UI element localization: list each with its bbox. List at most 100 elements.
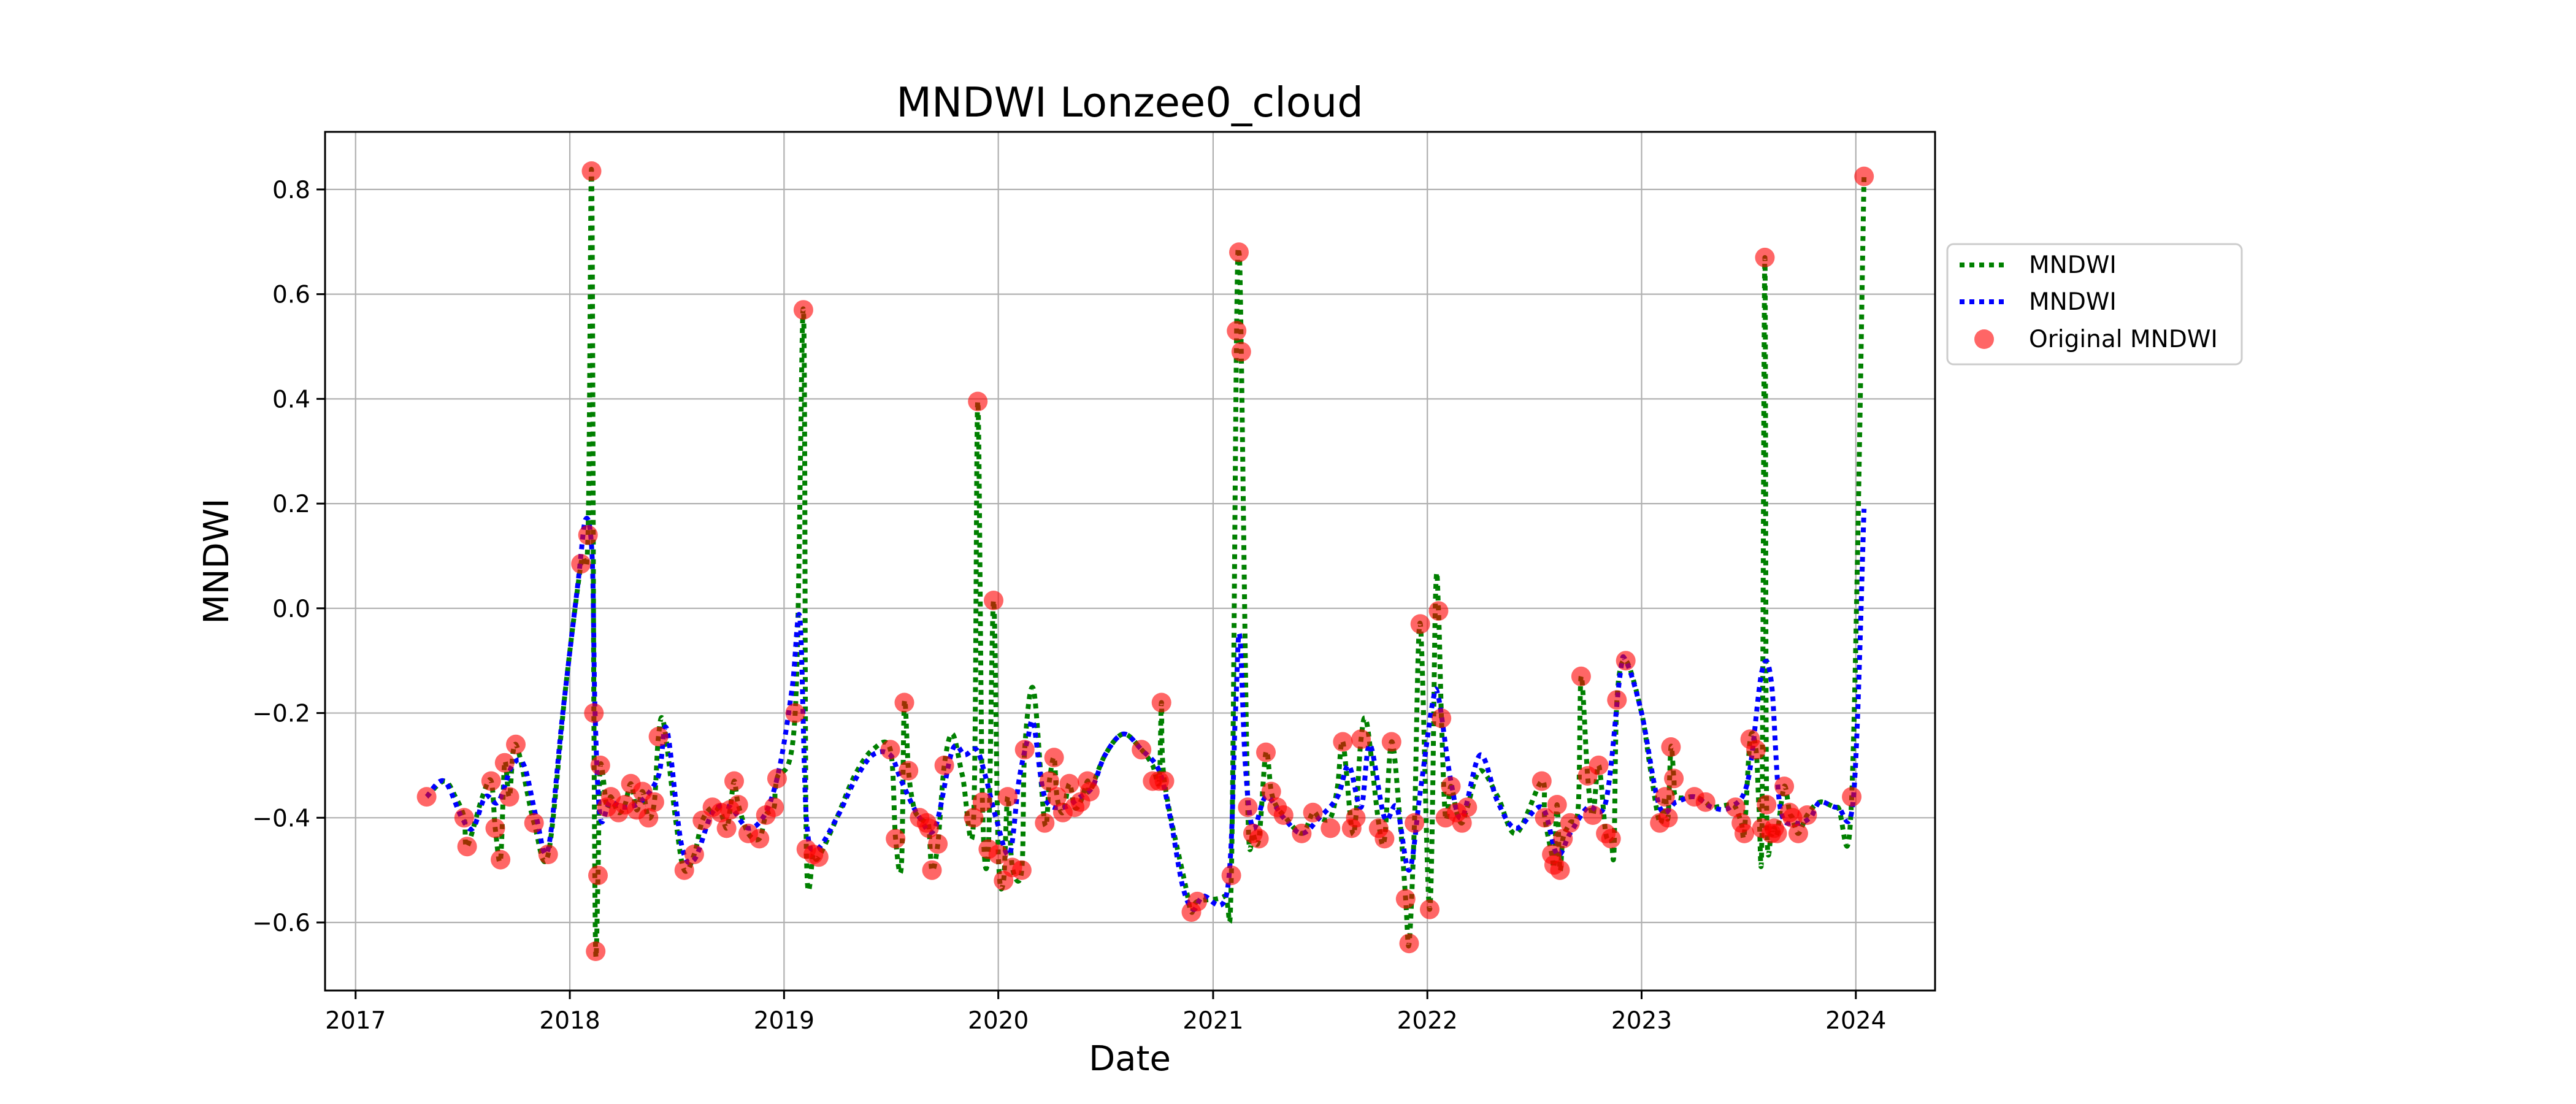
plot-area-frame bbox=[324, 131, 1936, 992]
original-mndwi-point bbox=[998, 787, 1018, 807]
original-mndwi-point bbox=[684, 845, 704, 864]
original-mndwi-point bbox=[1187, 891, 1208, 911]
x-tick-label: 2022 bbox=[1397, 1007, 1458, 1035]
original-mndwi-point bbox=[1044, 748, 1064, 768]
original-mndwi-point bbox=[1303, 802, 1323, 822]
original-mndwi-point bbox=[785, 703, 805, 723]
y-tick-label: −0.2 bbox=[252, 700, 310, 728]
original-mndwi-point bbox=[674, 860, 694, 880]
original-mndwi-point bbox=[793, 300, 813, 320]
original-mndwi-point bbox=[1151, 692, 1171, 713]
original-mndwi-point bbox=[1238, 797, 1258, 818]
original-mndwi-point bbox=[1227, 321, 1247, 341]
original-mndwi-point bbox=[1725, 797, 1746, 818]
original-mndwi-point bbox=[1664, 769, 1684, 789]
original-mndwi-point bbox=[1842, 787, 1862, 807]
original-mndwi-point bbox=[899, 761, 919, 781]
original-mndwi-point bbox=[1457, 797, 1478, 818]
original-mndwi-point bbox=[1410, 614, 1430, 634]
original-mndwi-point bbox=[1035, 813, 1055, 833]
y-tick-label: 0.8 bbox=[272, 177, 310, 204]
y-axis-label: MNDWI bbox=[197, 498, 237, 624]
original-mndwi-point bbox=[571, 554, 591, 574]
y-tick-label: −0.4 bbox=[252, 805, 310, 832]
x-tick-label: 2020 bbox=[968, 1007, 1029, 1035]
original-mndwi-point bbox=[1399, 933, 1419, 954]
original-mndwi-point bbox=[1607, 690, 1627, 710]
original-mndwi-point bbox=[1655, 787, 1675, 807]
original-mndwi-point bbox=[1452, 813, 1472, 833]
original-mndwi-point bbox=[481, 771, 501, 791]
original-mndwi-point bbox=[1231, 342, 1251, 362]
original-mndwi-point bbox=[1757, 795, 1777, 815]
original-mndwi-point bbox=[1774, 776, 1795, 797]
original-mndwi-point bbox=[764, 797, 784, 818]
original-mndwi-point bbox=[716, 818, 737, 838]
original-mndwi-point bbox=[1535, 808, 1555, 828]
original-mndwi-point bbox=[922, 860, 942, 880]
original-mndwi-point bbox=[1746, 740, 1766, 760]
original-mndwi-point bbox=[1583, 805, 1603, 825]
original-mndwi-point bbox=[1249, 829, 1269, 849]
axis-ticks: 2017 2018 2019 2020 2021 2022 2023 2024 −0.6 −0.4… bbox=[252, 177, 1886, 1035]
original-mndwi-point bbox=[886, 829, 906, 849]
original-mndwi-point bbox=[1441, 776, 1461, 797]
original-mndwi-point bbox=[934, 755, 954, 775]
original-mndwi-point bbox=[1292, 823, 1312, 843]
y-tick-label: 0.0 bbox=[272, 596, 310, 623]
original-mndwi-point bbox=[1321, 818, 1341, 838]
original-mndwi-point bbox=[1531, 771, 1552, 791]
original-mndwi-point bbox=[1333, 732, 1353, 752]
original-mndwi-point bbox=[499, 787, 519, 807]
data-points bbox=[416, 161, 1874, 961]
original-mndwi-point bbox=[491, 849, 511, 870]
original-mndwi-point bbox=[1788, 823, 1808, 843]
original-mndwi-point bbox=[416, 787, 437, 807]
original-mndwi-point bbox=[1571, 666, 1591, 686]
original-mndwi-point bbox=[919, 818, 939, 838]
original-mndwi-point bbox=[1374, 829, 1395, 849]
legend-swatch-original-points bbox=[1974, 329, 1994, 349]
y-tick-label: 0.4 bbox=[272, 386, 310, 413]
original-mndwi-point bbox=[524, 813, 544, 833]
original-mndwi-point bbox=[749, 829, 770, 849]
x-tick-label: 2024 bbox=[1825, 1007, 1886, 1035]
original-mndwi-point bbox=[1797, 805, 1817, 825]
original-mndwi-point bbox=[1346, 808, 1366, 828]
original-mndwi-point bbox=[1661, 737, 1681, 757]
legend: MNDWI MNDWI Original MNDWI bbox=[1946, 243, 2243, 366]
original-mndwi-point bbox=[1601, 829, 1621, 849]
x-tick-label: 2017 bbox=[325, 1007, 386, 1035]
original-mndwi-point bbox=[1589, 755, 1609, 775]
original-mndwi-point bbox=[984, 591, 1003, 610]
original-mndwi-point bbox=[1550, 860, 1570, 880]
original-mndwi-point bbox=[1381, 732, 1401, 752]
original-mndwi-point bbox=[724, 771, 744, 791]
original-mndwi-point bbox=[1079, 781, 1100, 802]
original-mndwi-point bbox=[1261, 781, 1281, 802]
original-mndwi-point bbox=[968, 391, 988, 412]
original-mndwi-point bbox=[1428, 601, 1449, 621]
original-mndwi-point bbox=[1395, 889, 1416, 909]
original-mndwi-point bbox=[728, 795, 748, 815]
original-mndwi-point bbox=[1014, 740, 1035, 760]
original-mndwi-point bbox=[767, 769, 787, 789]
original-mndwi-point bbox=[964, 808, 984, 828]
original-mndwi-point bbox=[584, 703, 604, 723]
y-tick-label: 0.2 bbox=[272, 491, 310, 518]
y-tick-label: −0.6 bbox=[252, 910, 310, 937]
original-mndwi-point bbox=[1256, 742, 1276, 762]
original-mndwi-point bbox=[1432, 708, 1452, 729]
original-mndwi-point bbox=[880, 740, 900, 760]
original-mndwi-point bbox=[972, 792, 992, 812]
original-mndwi-point bbox=[1616, 651, 1636, 671]
original-mndwi-point bbox=[1547, 795, 1567, 815]
legend-label-green-mndwi: MNDWI bbox=[2029, 251, 2117, 279]
original-mndwi-point bbox=[1420, 899, 1439, 919]
original-mndwi-point bbox=[538, 845, 558, 864]
original-mndwi-point bbox=[1695, 792, 1715, 812]
original-mndwi-point bbox=[590, 755, 610, 775]
original-mndwi-point bbox=[988, 845, 1008, 864]
